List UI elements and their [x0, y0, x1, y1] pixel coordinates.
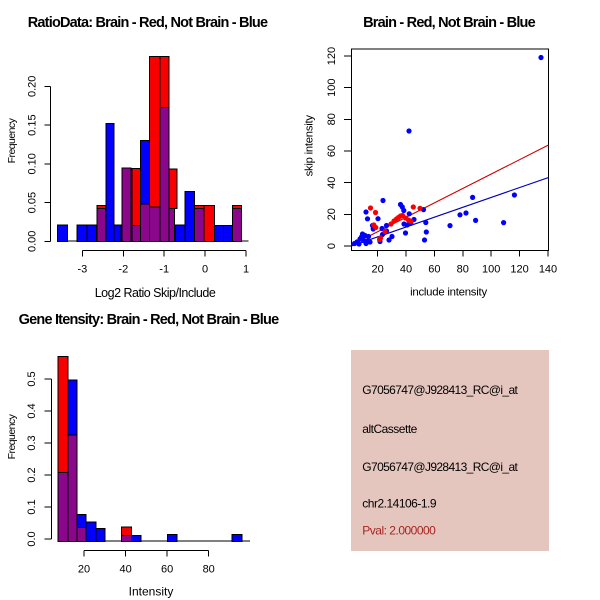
- svg-text:20: 20: [371, 264, 383, 276]
- svg-text:80: 80: [203, 564, 215, 576]
- svg-text:120: 120: [510, 264, 528, 276]
- svg-text:0.00: 0.00: [27, 231, 39, 252]
- svg-text:0.0: 0.0: [26, 531, 38, 546]
- svg-text:100: 100: [482, 264, 500, 276]
- svg-text:Frequency: Frequency: [6, 117, 18, 163]
- svg-text:0: 0: [326, 243, 338, 249]
- svg-text:0.4: 0.4: [26, 403, 38, 418]
- svg-text:0.1: 0.1: [26, 499, 38, 514]
- svg-text:40: 40: [400, 264, 412, 276]
- svg-text:80: 80: [457, 264, 469, 276]
- svg-text:Pval: 2.000000: Pval: 2.000000: [362, 523, 436, 537]
- svg-text:0: 0: [202, 264, 208, 276]
- svg-text:0.05: 0.05: [27, 192, 39, 213]
- svg-text:-3: -3: [78, 264, 88, 276]
- svg-text:0.15: 0.15: [27, 114, 39, 135]
- svg-text:-1: -1: [159, 264, 169, 276]
- svg-text:G7056747@J928413_RC@i_at: G7056747@J928413_RC@i_at: [362, 383, 518, 397]
- svg-text:0.10: 0.10: [27, 153, 39, 174]
- svg-text:Log2 Ratio Skip/Include: Log2 Ratio Skip/Include: [95, 286, 216, 300]
- svg-text:0.3: 0.3: [26, 435, 38, 450]
- svg-text:skip intensity: skip intensity: [304, 115, 316, 177]
- svg-text:RatioData: Brain - Red, Not Br: RatioData: Brain - Red, Not Brain - Blue: [28, 15, 268, 31]
- svg-text:-2: -2: [118, 264, 128, 276]
- svg-text:40: 40: [326, 177, 338, 189]
- svg-text:0.5: 0.5: [26, 371, 38, 386]
- svg-text:40: 40: [119, 564, 131, 576]
- svg-text:1: 1: [243, 264, 249, 276]
- svg-text:altCassette: altCassette: [362, 422, 417, 436]
- svg-text:Brain - Red, Not Brain - Blue: Brain - Red, Not Brain - Blue: [363, 15, 535, 31]
- svg-text:120: 120: [326, 47, 338, 65]
- svg-text:Gene Itensity: Brain - Red, No: Gene Itensity: Brain - Red, Not Brain - …: [19, 312, 279, 328]
- svg-text:Frequency: Frequency: [6, 413, 18, 459]
- svg-text:20: 20: [326, 208, 338, 220]
- svg-text:0.2: 0.2: [26, 467, 38, 482]
- svg-text:140: 140: [539, 264, 557, 276]
- svg-text:20: 20: [78, 564, 90, 576]
- svg-text:include intensity: include intensity: [410, 286, 487, 298]
- svg-text:G7056747@J928413_RC@i_at: G7056747@J928413_RC@i_at: [362, 460, 518, 474]
- svg-text:60: 60: [161, 564, 173, 576]
- svg-text:chr2.14106-1.9: chr2.14106-1.9: [362, 497, 437, 511]
- svg-text:100: 100: [326, 79, 338, 97]
- svg-text:0.20: 0.20: [27, 76, 39, 97]
- svg-text:60: 60: [326, 145, 338, 157]
- svg-text:Intensity: Intensity: [129, 585, 174, 599]
- svg-text:60: 60: [428, 264, 440, 276]
- svg-text:80: 80: [326, 113, 338, 125]
